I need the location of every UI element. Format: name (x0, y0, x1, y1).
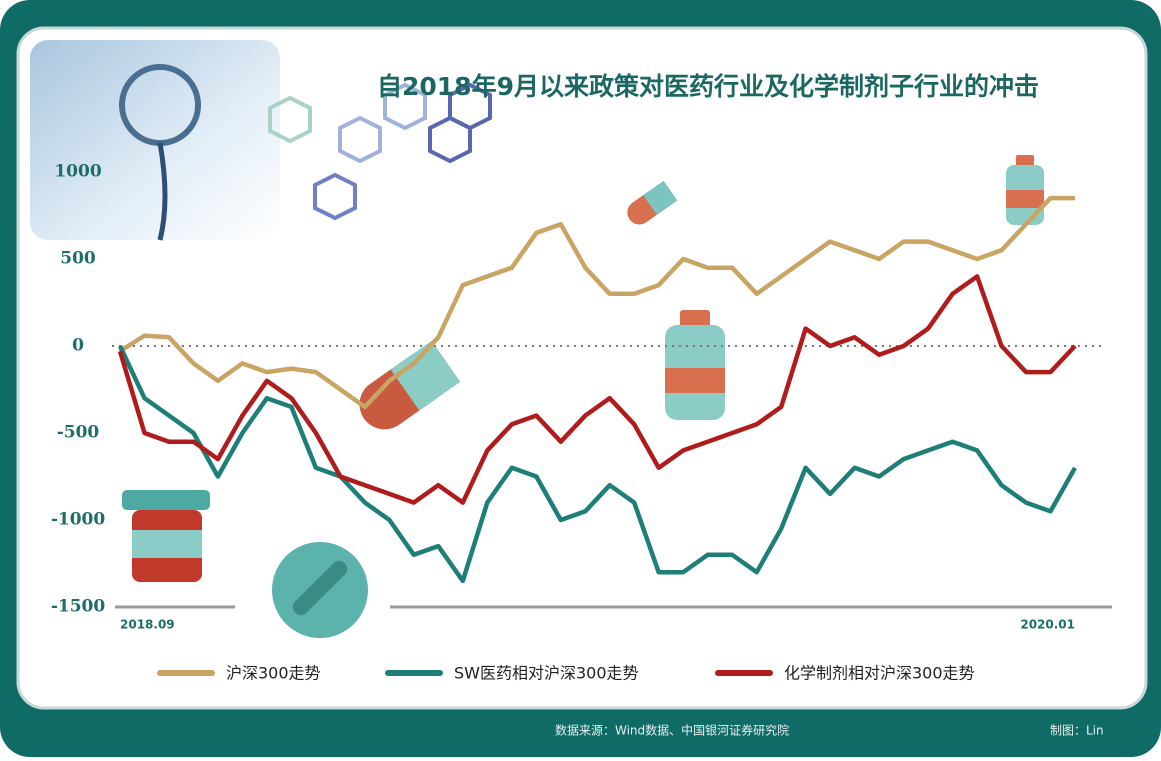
legend-label: 沪深300走势 (226, 664, 321, 683)
legend-label: 化学制剂相对沪深300走势 (784, 664, 975, 683)
y-tick-label: 500 (60, 249, 96, 269)
x-tick-label: 2018.09 (120, 618, 175, 632)
credit: 制图：Lin (1050, 724, 1104, 738)
legend-label: SW医药相对沪深300走势 (454, 664, 639, 683)
y-tick-label: -500 (57, 423, 100, 443)
chart-title: 自2018年9月以来政策对医药行业及化学制剂子行业的冲击 (377, 72, 1039, 101)
y-tick-label: 0 (72, 336, 84, 356)
series-line (118, 195, 1075, 410)
panel (16, 26, 1148, 710)
decoration (30, 40, 1044, 638)
y-tick-label: -1500 (51, 597, 106, 617)
y-tick-label: 1000 (54, 162, 101, 182)
series-line (117, 345, 1077, 584)
y-tick-label: -1000 (51, 510, 106, 530)
x-tick-label: 2020.01 (1020, 618, 1075, 632)
series-line (117, 274, 1077, 505)
source: 数据来源：Wind数据、中国银河证券研究院 (555, 723, 789, 738)
